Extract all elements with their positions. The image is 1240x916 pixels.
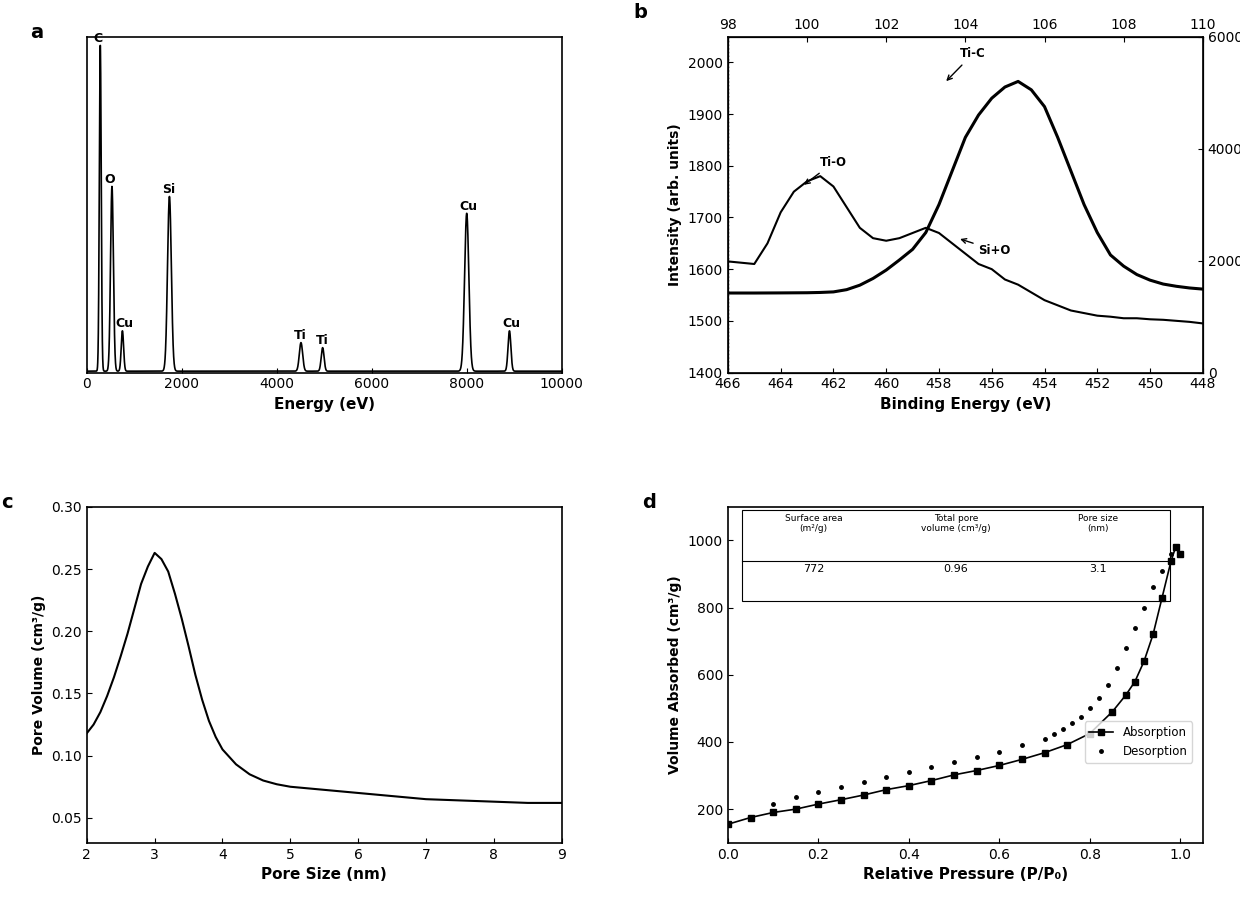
Desorption [1127, 622, 1142, 633]
Absorption [1137, 656, 1152, 667]
Text: 3.1: 3.1 [1090, 564, 1107, 574]
Desorption [1173, 549, 1188, 560]
Absorption [1146, 629, 1161, 640]
X-axis label: Binding Energy (eV): Binding Energy (eV) [879, 397, 1052, 412]
Desorption [1137, 602, 1152, 613]
Text: 0.96: 0.96 [944, 564, 968, 574]
Absorption [789, 803, 804, 814]
Absorption [856, 790, 870, 801]
Desorption [1146, 582, 1161, 593]
Desorption [1168, 541, 1183, 552]
Absorption [1118, 690, 1133, 701]
Absorption [924, 775, 939, 786]
Desorption [1074, 712, 1089, 723]
Text: Cu: Cu [460, 200, 477, 213]
Text: Si: Si [162, 183, 175, 196]
Text: c: c [1, 494, 12, 512]
Absorption [879, 784, 894, 795]
Desorption [1083, 703, 1097, 714]
Desorption [833, 782, 848, 793]
Text: Total pore
volume (cm³/g): Total pore volume (cm³/g) [921, 514, 991, 533]
Desorption [789, 792, 804, 803]
Absorption [946, 769, 961, 780]
Desorption [856, 777, 870, 788]
Line: Absorption: Absorption [725, 544, 1183, 827]
Absorption [1154, 592, 1169, 603]
Legend: Absorption, Desorption: Absorption, Desorption [1085, 721, 1192, 763]
Desorption [1110, 662, 1125, 673]
Absorption [992, 760, 1007, 771]
Absorption [1168, 541, 1183, 552]
Text: Ti-C: Ti-C [947, 48, 986, 80]
Desorption [1154, 565, 1169, 576]
Desorption [1163, 549, 1178, 560]
Text: Cu: Cu [115, 317, 133, 330]
Desorption [1014, 740, 1029, 751]
Text: C: C [93, 32, 102, 45]
Desorption [901, 767, 916, 778]
Bar [743, 510, 1169, 601]
Absorption [743, 812, 758, 823]
Y-axis label: Pore Volume (cm³/g): Pore Volume (cm³/g) [32, 594, 46, 755]
Desorption [992, 747, 1007, 758]
Desorption [924, 762, 939, 773]
X-axis label: Pore Size (nm): Pore Size (nm) [262, 867, 387, 882]
Text: Ti: Ti [315, 334, 329, 347]
Desorption [1047, 728, 1061, 739]
Absorption [1037, 747, 1052, 758]
Y-axis label: Intensity (arb. units): Intensity (arb. units) [668, 123, 682, 286]
Absorption [1083, 728, 1097, 739]
Text: 772: 772 [802, 564, 825, 574]
Line: Desorption: Desorption [770, 544, 1184, 808]
Text: Ti-O: Ti-O [805, 156, 847, 184]
Desorption [970, 752, 985, 763]
Text: Surface area
(m²/g): Surface area (m²/g) [785, 514, 842, 533]
Absorption [1060, 739, 1075, 750]
Absorption [1014, 754, 1029, 765]
X-axis label: Relative Pressure (P/P₀): Relative Pressure (P/P₀) [863, 867, 1068, 882]
Y-axis label: Volume Absorbed (cm³/g): Volume Absorbed (cm³/g) [668, 575, 682, 774]
Text: Ti: Ti [294, 329, 306, 342]
Desorption [946, 757, 961, 768]
Absorption [1173, 549, 1188, 560]
Absorption [811, 799, 826, 810]
Desorption [1055, 723, 1070, 734]
Text: Pore size
(nm): Pore size (nm) [1079, 514, 1118, 533]
Absorption [901, 780, 916, 791]
Desorption [765, 799, 780, 810]
Desorption [1118, 642, 1133, 653]
Text: Cu: Cu [502, 317, 521, 330]
Desorption [1100, 680, 1115, 691]
X-axis label: Energy (eV): Energy (eV) [274, 397, 374, 412]
Text: Si+O: Si+O [961, 239, 1011, 256]
Absorption [1127, 676, 1142, 687]
Text: d: d [642, 494, 656, 512]
Absorption [765, 807, 780, 818]
Absorption [833, 794, 848, 805]
Desorption [811, 787, 826, 798]
Absorption [1105, 706, 1120, 717]
Absorption [1163, 555, 1178, 566]
Desorption [1064, 717, 1079, 728]
Text: O: O [105, 173, 115, 186]
Text: a: a [30, 23, 43, 42]
Desorption [1091, 692, 1106, 703]
Text: b: b [632, 3, 647, 22]
Absorption [720, 819, 735, 830]
Desorption [1037, 733, 1052, 744]
Desorption [879, 772, 894, 783]
Absorption [970, 765, 985, 776]
